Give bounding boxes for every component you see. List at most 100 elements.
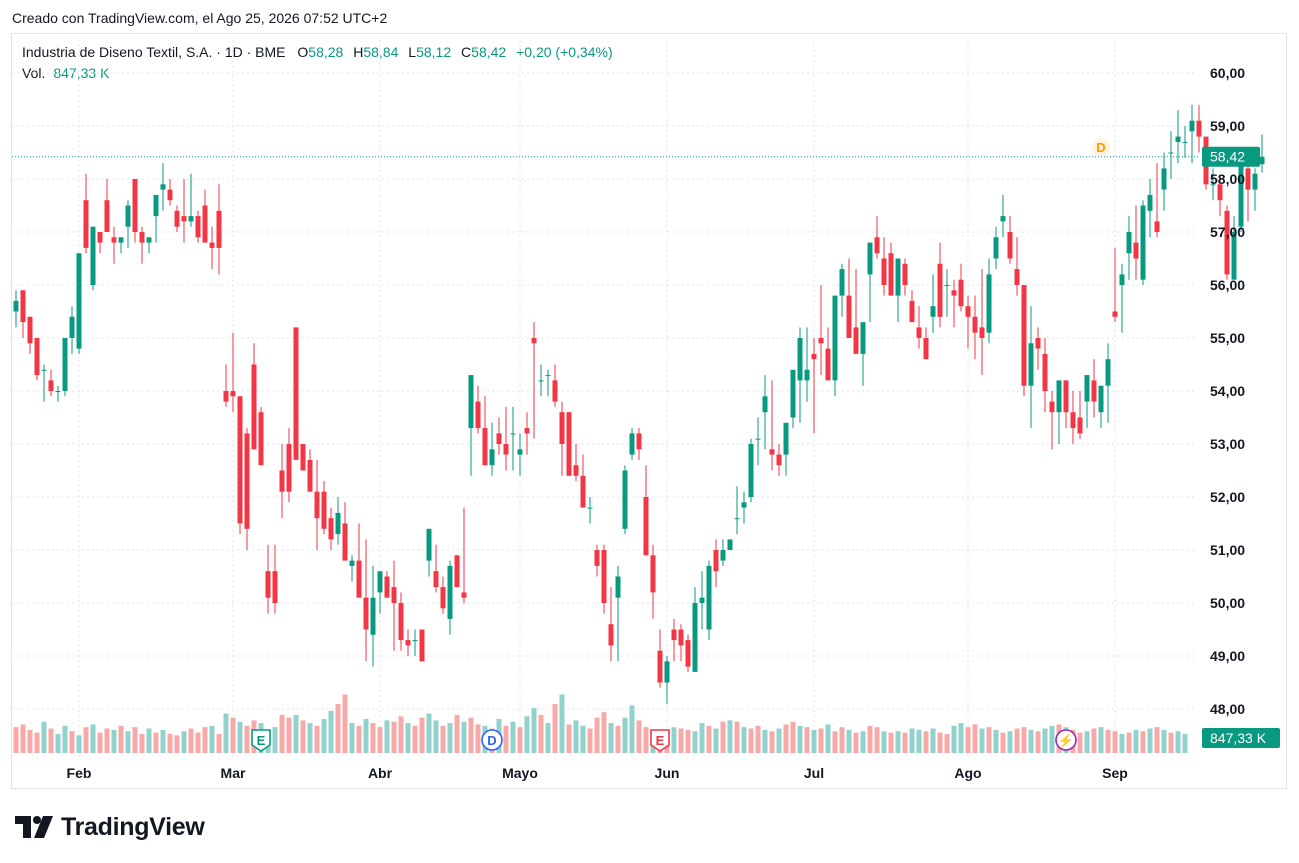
candle-body <box>1049 401 1055 413</box>
volume-bar <box>321 719 327 753</box>
volume-bar <box>391 721 397 753</box>
candle-body <box>916 327 922 338</box>
candle-body <box>83 200 89 248</box>
volume-bar <box>895 731 901 753</box>
candle-body <box>1035 338 1041 349</box>
candle-body <box>1014 269 1020 285</box>
x-tick-label: Feb <box>67 765 92 781</box>
candle-body <box>489 449 495 466</box>
vol-value: 847,33 K <box>53 65 110 81</box>
candle-body <box>1098 385 1104 413</box>
volume-bar <box>1182 733 1188 753</box>
candle-body <box>615 576 621 598</box>
candle-body <box>895 258 901 296</box>
tradingview-logo-icon <box>15 816 53 838</box>
candle-body <box>538 380 544 382</box>
volume-bar <box>433 720 439 753</box>
high-value: 58,84 <box>363 44 399 60</box>
volume-bar <box>1007 731 1013 753</box>
volume-badge-bg <box>1202 728 1280 748</box>
volume-bar <box>237 721 243 753</box>
volume-bar <box>853 732 859 753</box>
symbol-title[interactable]: Industria de Diseno Textil, S.A. · 1D · … <box>22 44 286 60</box>
candle-body <box>853 327 859 354</box>
x-tick-label: Jul <box>804 765 824 781</box>
volume-bar <box>965 727 971 753</box>
volume-bar <box>790 721 796 753</box>
volume-bar <box>1014 728 1020 753</box>
change-value: +0,20 (+0,34%) <box>516 44 613 60</box>
time-axis[interactable]: Feb Mar Abr Mayo Jun Jul Ago Sep <box>67 765 1128 781</box>
volume-bar <box>34 732 40 753</box>
candle-body <box>1154 221 1160 232</box>
volume-bar <box>608 723 614 753</box>
volume-bar <box>902 732 908 753</box>
candle-body <box>566 412 572 476</box>
volume-bar <box>223 713 229 753</box>
volume-bar <box>1105 729 1111 753</box>
volume-bar <box>629 705 635 753</box>
y-tick-label: 60,00 <box>1210 65 1245 81</box>
candle-body <box>713 550 719 572</box>
candle-body <box>622 470 628 529</box>
candle-body <box>643 497 649 556</box>
candle-body <box>307 459 313 492</box>
candle-body <box>965 306 971 317</box>
volume-bar <box>272 727 278 753</box>
tradingview-logo[interactable]: TradingView <box>15 812 205 842</box>
volume-bar <box>1126 732 1132 753</box>
candle-body <box>1133 242 1139 259</box>
volume-bar <box>797 725 803 753</box>
volume-bar <box>1077 732 1083 753</box>
candle-body <box>951 290 957 296</box>
axis-badges: 58,42 847,33 K <box>12 146 1280 748</box>
candle-body <box>405 640 411 646</box>
candle-body <box>370 597 376 635</box>
candle-body <box>300 444 306 471</box>
close-label: C <box>461 44 472 60</box>
candle-body <box>440 587 446 609</box>
candle-body <box>454 555 460 588</box>
candle-body <box>139 232 145 243</box>
candle-body <box>118 237 124 243</box>
volume-bar <box>48 728 54 753</box>
candle-body <box>734 518 740 520</box>
candle-body <box>790 369 796 418</box>
last-price-badge: 58,42 <box>1210 149 1245 165</box>
candle-body <box>1196 120 1202 137</box>
candle-body <box>846 295 852 338</box>
candle-body <box>1021 285 1027 386</box>
volume-bar <box>685 729 691 753</box>
high-label: H <box>353 44 364 60</box>
candle-body <box>657 650 663 683</box>
candle-body <box>1245 168 1251 190</box>
volume-bar <box>370 723 376 753</box>
volume-bar <box>545 723 551 753</box>
candle-body <box>888 253 894 296</box>
candles <box>13 104 1265 704</box>
volume-bar <box>41 721 47 753</box>
volume-bar <box>944 733 950 753</box>
candle-body <box>496 433 502 444</box>
open-value: 58,28 <box>308 44 344 60</box>
y-tick-label: 55,00 <box>1210 330 1245 346</box>
candle-body <box>1147 194 1153 211</box>
volume-bar <box>1119 733 1125 753</box>
candle-body <box>825 348 831 381</box>
candle-body <box>860 322 866 354</box>
candle-body <box>671 629 677 641</box>
volume-bar <box>412 725 418 753</box>
y-tick-label: 58,00 <box>1210 171 1245 187</box>
candle-body <box>1084 375 1090 402</box>
y-tick-label: 52,00 <box>1210 489 1245 505</box>
dividend-marker-label: D <box>1096 140 1105 155</box>
candle-body <box>76 253 82 349</box>
price-axis[interactable]: 60,00 59,00 58,00 57,00 56,00 55,00 54,00 53,00… <box>1210 65 1245 717</box>
candle-body <box>104 200 110 232</box>
volume-bar <box>713 728 719 753</box>
candle-body <box>55 391 61 392</box>
volume-bar <box>559 694 565 753</box>
y-tick-label: 51,00 <box>1210 542 1245 558</box>
volume-bar <box>720 721 726 753</box>
